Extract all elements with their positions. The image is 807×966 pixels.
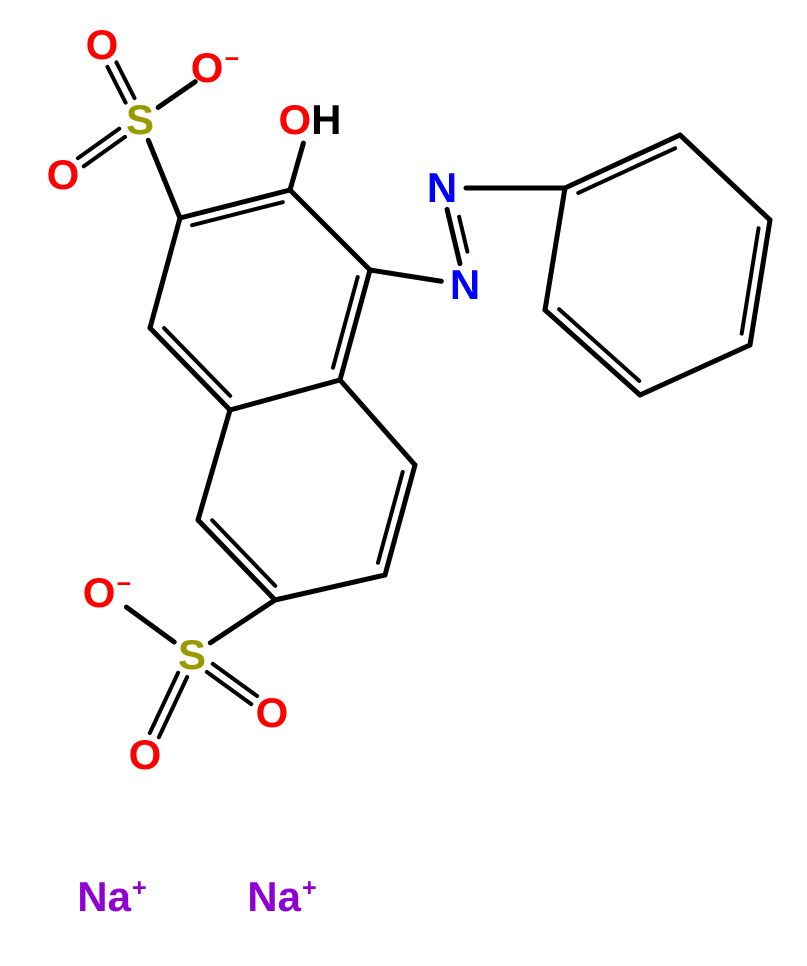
atom-o6: O: [256, 689, 289, 737]
atom-o5: O−: [83, 569, 131, 617]
molecule-bonds: [0, 0, 807, 966]
atom-s2: S: [178, 631, 206, 679]
atom-na2: Na+: [247, 873, 316, 921]
atom-n2: N: [450, 261, 480, 309]
atom-o2: O: [47, 151, 80, 199]
atom-na1: Na+: [77, 873, 146, 921]
atom-n1: N: [427, 164, 457, 212]
atom-o4: OH: [278, 96, 341, 144]
atom-s1: S: [126, 96, 154, 144]
atom-o7: O: [129, 731, 162, 779]
atom-o1: O: [86, 21, 119, 69]
atom-o3: O−: [191, 44, 239, 92]
